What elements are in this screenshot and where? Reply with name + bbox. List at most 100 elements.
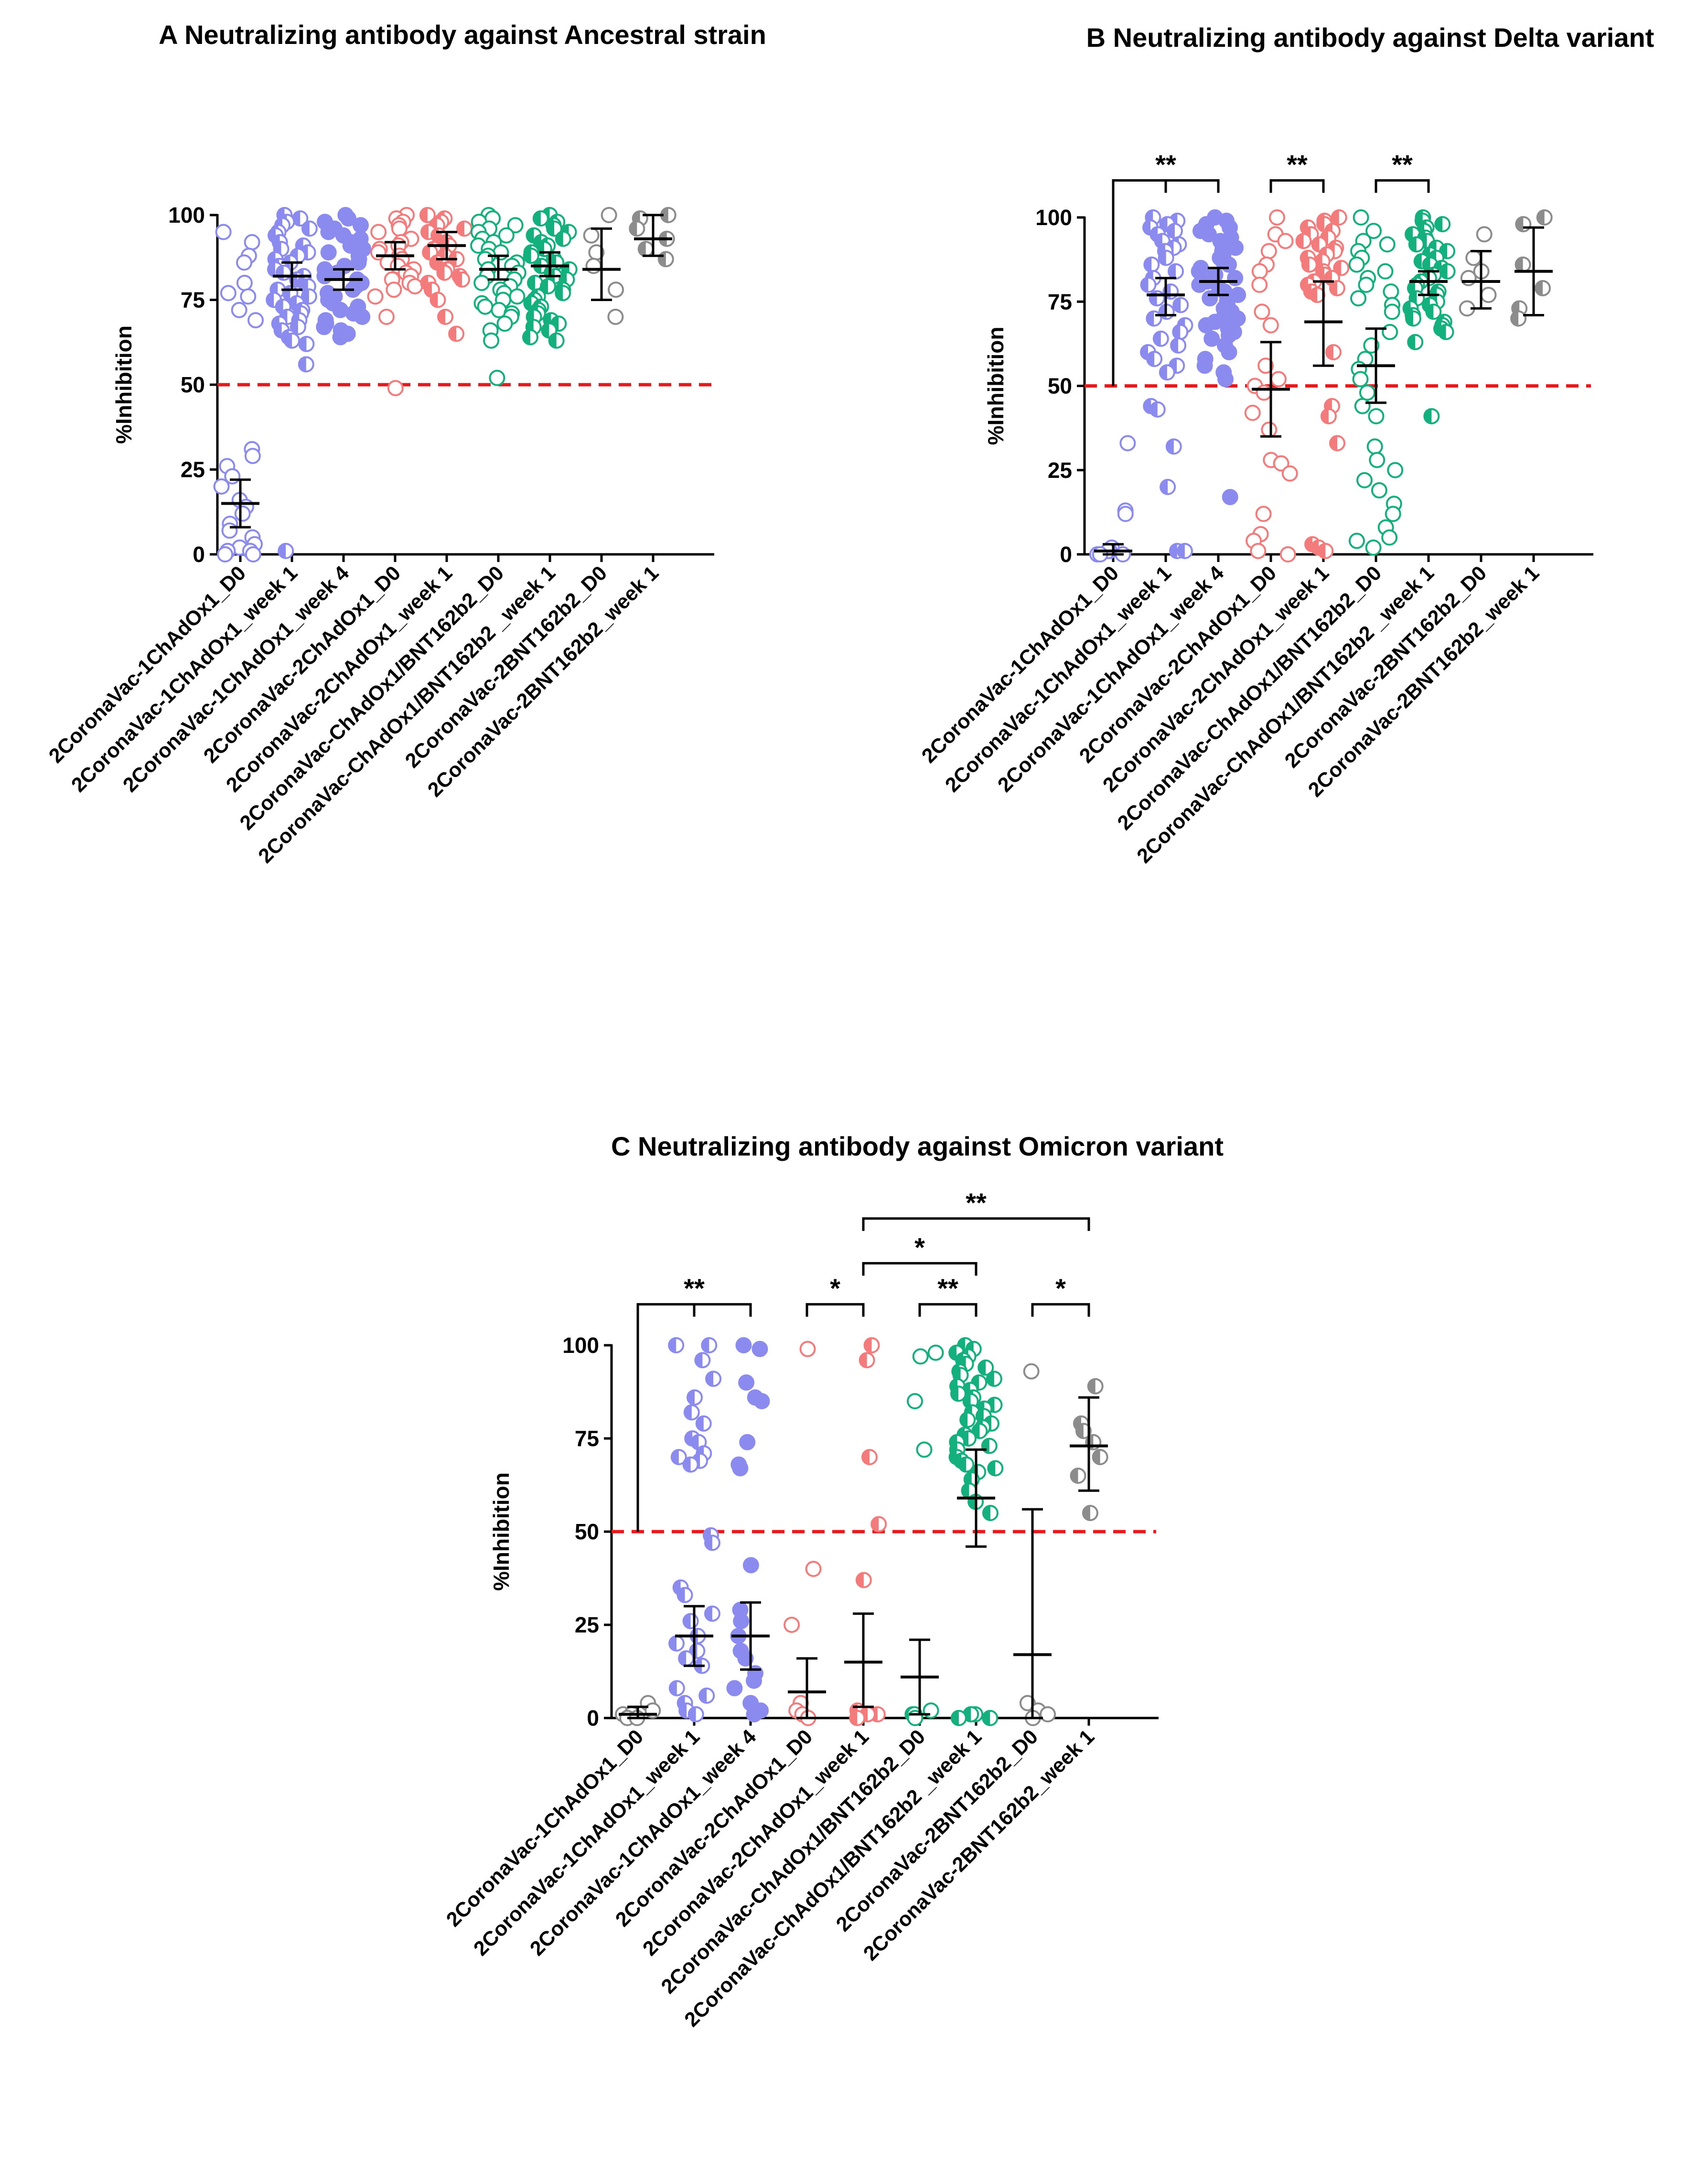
panel-b-data-point (1536, 209, 1553, 226)
panel-c-data-point (861, 1449, 878, 1465)
point-fill-half (705, 1535, 712, 1550)
panel-b-data-point (1387, 462, 1404, 478)
panel-a-data-point (522, 329, 538, 346)
panel-a-data-point (527, 275, 544, 291)
panel-a-data-point (350, 254, 367, 271)
panel-c-data-point (738, 1374, 755, 1391)
panel-c-data-point (746, 1706, 763, 1723)
panel-b-data-point (1365, 223, 1382, 239)
panel-a-data-point (585, 258, 602, 274)
panel-a-data-point (275, 264, 292, 281)
panel-a-data-point (509, 288, 526, 305)
point-fill-half (1435, 217, 1443, 232)
panel-b-data-point (1320, 408, 1337, 424)
panel-a-y-tick-label: 100 (168, 203, 205, 227)
panel-b-data-point (1251, 277, 1268, 293)
point-fill-half (949, 1345, 957, 1360)
point-fill-half (850, 1711, 858, 1725)
panel-c-data-point (859, 1352, 875, 1369)
panel-c-data-point (726, 1680, 743, 1697)
panel-b-data-point (1270, 371, 1287, 388)
point-fill-half (437, 265, 445, 280)
panel-a-data-point (215, 224, 232, 240)
point-fill-half (556, 231, 563, 246)
panel-a-data-point (583, 227, 600, 244)
panel-c-data-point (912, 1348, 929, 1365)
panel-c-omicron: C Neutralizing antibody against Omicron … (442, 1131, 1224, 2032)
point-fill-half (1310, 288, 1318, 303)
panel-b-data-point (1353, 209, 1369, 226)
panel-a-data-point (298, 356, 314, 373)
panel-b-data-point (1257, 357, 1274, 374)
point-fill-half (1071, 1469, 1078, 1483)
point-fill-half (1088, 1379, 1096, 1394)
point-fill-half (1141, 278, 1149, 292)
point-fill-half (1167, 224, 1175, 238)
point-fill-half (1330, 281, 1337, 296)
panel-b-data-point (1405, 310, 1422, 327)
panel-c-data-point (739, 1434, 756, 1450)
panel-c-title: C Neutralizing antibody against Omicron … (611, 1131, 1224, 1161)
point-fill-half (1536, 281, 1543, 296)
panel-c-data-point (959, 1412, 976, 1428)
point-fill-half (1515, 257, 1523, 272)
point-fill-half (959, 1457, 967, 1472)
point-fill-half (630, 221, 637, 236)
panel-a-data-point (278, 542, 294, 559)
panel-b-data-point (1203, 330, 1220, 347)
point-fill-half (1330, 436, 1338, 451)
point-fill-half (268, 262, 275, 277)
point-fill-half (1093, 1450, 1100, 1464)
panel-b-data-point (1331, 209, 1347, 226)
panel-c-data-point (1075, 1423, 1092, 1439)
panel-c-significance-bracket (1031, 1303, 1090, 1317)
panel-c-data-point (701, 1337, 718, 1353)
panel-a-data-point (548, 332, 565, 349)
panel-a-data-point (231, 302, 247, 318)
point-fill-half (1317, 217, 1325, 232)
panel-a-data-point (236, 254, 253, 271)
panel-c-plot: 0255075100%Inhibition2CoronaVac-1ChAdOx1… (442, 1188, 1159, 2032)
panel-b-data-point (1261, 421, 1278, 438)
point-fill-half (526, 228, 534, 243)
point-fill-half (699, 1688, 707, 1703)
point-fill-half (1173, 324, 1181, 339)
panel-b-data-point (1425, 303, 1442, 320)
panel-b-data-point (1515, 256, 1531, 273)
panel-c-data-point (670, 1449, 687, 1465)
point-fill-half (524, 296, 532, 311)
panel-a-data-point (437, 309, 454, 325)
point-fill-half (679, 1703, 687, 1718)
panel-b-data-point (1359, 384, 1375, 401)
point-fill-half (1537, 210, 1545, 225)
panel-c-data-point (694, 1352, 711, 1369)
panel-c-data-point (742, 1557, 759, 1574)
panel-b-data-point (1191, 277, 1208, 293)
panel-c-data-point (686, 1389, 703, 1406)
point-fill-half (638, 242, 646, 256)
panel-a-data-point (507, 217, 524, 234)
point-fill-half (683, 1457, 691, 1472)
point-fill-half (1150, 402, 1158, 417)
panel-b-data-point (1159, 364, 1175, 381)
panel-c-data-point (927, 1344, 944, 1361)
panel-b-data-point (1277, 233, 1294, 249)
panel-c-data-point (668, 1337, 685, 1353)
panel-a-data-point (555, 230, 571, 247)
panel-c-significance-label: * (914, 1232, 925, 1262)
panel-b-data-point (1348, 256, 1365, 273)
panel-c-data-point (906, 1393, 923, 1409)
point-fill-half (1414, 254, 1422, 269)
point-fill-half (1143, 220, 1151, 235)
panel-a-y-tick-label: 25 (181, 457, 205, 482)
panel-b-y-tick-label: 25 (1048, 458, 1072, 483)
panel-b-data-point (1152, 330, 1169, 347)
panel-b-data-point (1140, 277, 1157, 293)
panel-b-data-point (1281, 465, 1298, 482)
panel-b-data-point (1408, 236, 1425, 253)
panel-a-data-point (532, 210, 549, 227)
panel-c-data-point (733, 1613, 750, 1630)
panel-b-significance-label: ** (1287, 149, 1308, 179)
panel-c-data-point (698, 1687, 715, 1704)
panel-c-data-point (1082, 1505, 1098, 1521)
